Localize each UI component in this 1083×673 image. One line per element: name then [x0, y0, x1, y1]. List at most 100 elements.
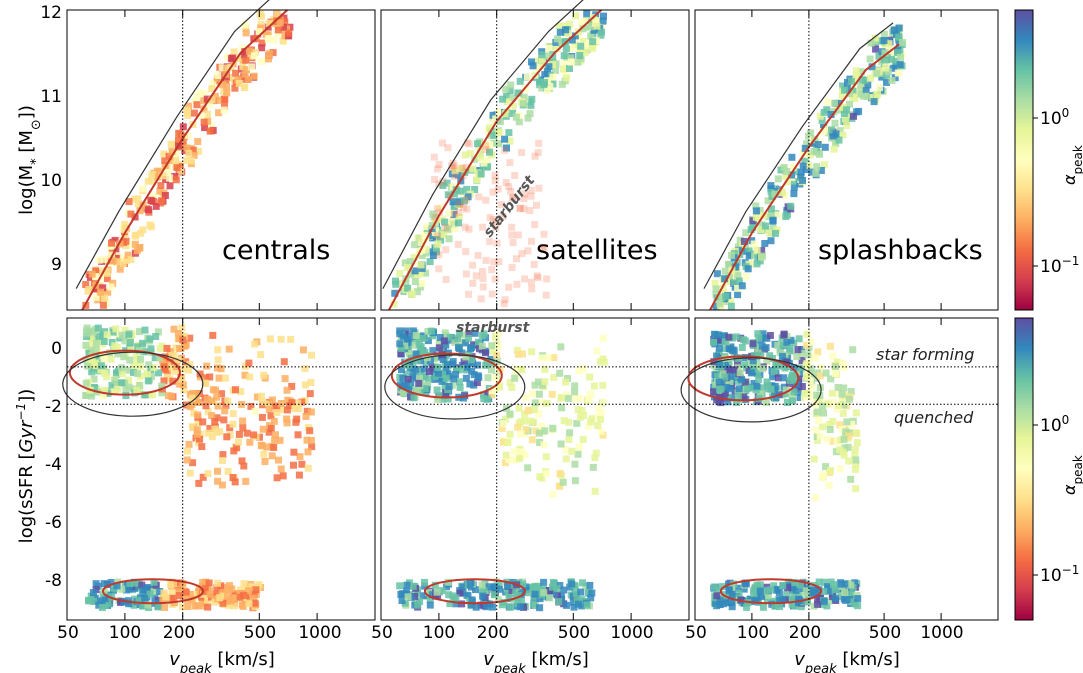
heatmap-cell [571, 477, 579, 485]
heatmap-cell [486, 238, 494, 246]
heatmap-cell [490, 131, 498, 139]
heatmap-cell [761, 240, 769, 247]
heatmap-cell [391, 289, 399, 297]
heatmap-cell [433, 386, 441, 394]
heatmap-cell [179, 141, 187, 149]
heatmap-cell [488, 342, 496, 350]
heatmap-cell [200, 118, 208, 126]
heatmap-cell [833, 405, 841, 413]
heatmap-cell [548, 583, 556, 591]
heatmap-cell [577, 588, 585, 596]
heatmap-cell [431, 229, 439, 237]
heatmap-cell [859, 92, 867, 100]
heatmap-cell [90, 375, 98, 383]
heatmap-cell [168, 589, 176, 597]
heatmap-cell [474, 361, 481, 369]
heatmap-cell [152, 333, 160, 340]
heatmap-cell [443, 361, 451, 369]
heatmap-cell [462, 163, 470, 171]
x-axis-label-centrals: vpeak [km/s] [169, 649, 275, 673]
colorbar-tick-label: 100 [1040, 413, 1069, 436]
heatmap-cell [238, 457, 246, 465]
heatmap-cell [95, 256, 103, 264]
heatmap-cell [806, 377, 814, 385]
heatmap-cell [766, 332, 774, 339]
heatmap-cell [404, 593, 412, 601]
heatmap-cell [521, 275, 529, 283]
heatmap-cell [404, 284, 412, 292]
heatmap-cell [229, 420, 237, 428]
heatmap-cell [421, 385, 429, 392]
heatmap-cell [578, 407, 586, 414]
heatmap-cell [409, 582, 417, 590]
heatmap-cell [520, 93, 528, 101]
heatmap-cell [460, 358, 468, 366]
heatmap-cell [874, 90, 881, 98]
heatmap-cell [579, 365, 587, 373]
heatmap-cell [508, 264, 516, 271]
heatmap-cell [173, 164, 181, 172]
heatmap-cell [135, 597, 143, 605]
heatmap-cell [820, 588, 828, 595]
heatmap-cell [452, 186, 460, 194]
heatmap-cell [403, 370, 411, 378]
heatmap-cell [538, 422, 546, 430]
heatmap-cell [750, 240, 758, 248]
heatmap-cell [149, 391, 157, 398]
heatmap-cell [162, 593, 170, 601]
heatmap-cell [556, 482, 563, 490]
heatmap-cell [152, 202, 160, 210]
heatmap-cell [466, 581, 474, 589]
heatmap-cell [519, 100, 527, 108]
heatmap-cell [398, 597, 406, 604]
heatmap-cell [894, 49, 902, 57]
heatmap-cell [223, 89, 231, 97]
heatmap-cell [133, 343, 141, 351]
heatmap-cell [114, 258, 122, 266]
heatmap-cell [867, 74, 874, 82]
heatmap-cell [784, 363, 792, 371]
heatmap-cell [88, 340, 96, 348]
heatmap-cell [442, 331, 450, 339]
heatmap-cell [243, 429, 251, 437]
heatmap-cell [566, 429, 574, 437]
x-axis-label-splashbacks: vpeak [km/s] [794, 649, 900, 673]
heatmap-cell [217, 365, 225, 373]
heatmap-cell [507, 81, 515, 89]
heatmap-cell [740, 393, 748, 401]
heatmap-cell [191, 97, 199, 105]
heatmap-cell [755, 394, 763, 402]
heatmap-cell [505, 594, 513, 601]
heatmap-cell [257, 392, 265, 400]
heatmap-cell [767, 182, 775, 190]
heatmap-cell [790, 190, 798, 198]
heatmap-cell [589, 38, 597, 46]
heatmap-cell [219, 451, 227, 459]
heatmap-cell [800, 394, 808, 402]
heatmap-cell [540, 243, 548, 251]
heatmap-cell [885, 45, 893, 53]
heatmap-cell [231, 478, 239, 486]
heatmap-cell [206, 587, 213, 595]
heatmap-cell [250, 52, 258, 60]
heatmap-cell [410, 394, 418, 402]
heatmap-cell [192, 395, 200, 403]
heatmap-cell [290, 448, 298, 456]
heatmap-cell [506, 430, 514, 438]
heatmap-cell [560, 52, 568, 60]
heatmap-cell [462, 374, 470, 382]
heatmap-cell [549, 73, 557, 81]
heatmap-cell [198, 113, 206, 121]
heatmap-cell [242, 56, 250, 64]
heatmap-cell [445, 235, 453, 243]
heatmap-cell [160, 377, 168, 385]
heatmap-cell [410, 341, 418, 349]
y-axis-label-ssfr: log(sSFR [Gyr−1]) [14, 389, 37, 544]
heatmap-cell [221, 407, 229, 415]
heatmap-cell [122, 392, 130, 400]
heatmap-cell [463, 185, 471, 193]
heatmap-cell [818, 474, 826, 482]
heatmap-cell [263, 443, 271, 451]
heatmap-cell [90, 598, 98, 605]
heatmap-cell [456, 200, 464, 208]
